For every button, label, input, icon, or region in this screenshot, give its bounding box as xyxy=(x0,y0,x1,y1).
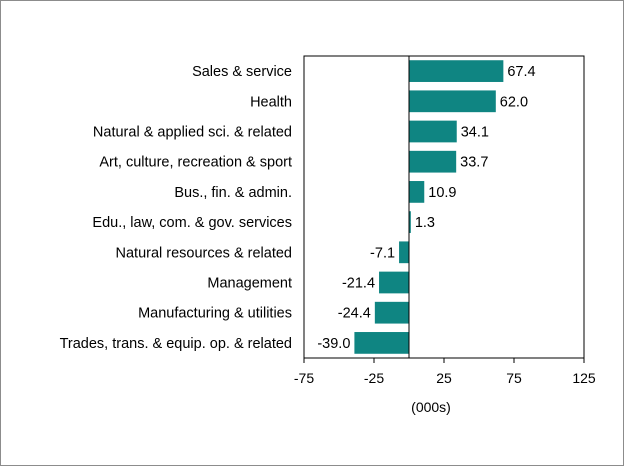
value-label-0: 67.4 xyxy=(507,64,535,80)
bar-2 xyxy=(409,120,457,143)
category-label-6: Natural resources & related xyxy=(116,245,293,261)
bar-0 xyxy=(409,60,504,82)
value-labels-group: 67.4 62.0 34.1 33.710.9 1.3 -7.1 -21.4 -24.4 -39… xyxy=(317,64,535,352)
category-label-0: Sales & service xyxy=(192,64,292,80)
value-label-2: 34.1 xyxy=(461,125,489,141)
value-label-5: 1.3 xyxy=(415,215,435,231)
category-label-7: Management xyxy=(207,276,292,292)
category-labels-group: Sales & service Health Natural & applied s… xyxy=(60,64,292,352)
x-ticks-group: -75 -25 25 75 125 xyxy=(294,358,596,386)
category-label-5: Edu., law, com. & gov. services xyxy=(92,215,292,231)
x-tick-label-1: -25 xyxy=(364,370,384,386)
value-label-3: 33.7 xyxy=(460,155,488,171)
x-tick-label-2: 25 xyxy=(436,370,452,386)
bar-1 xyxy=(409,90,496,113)
category-label-8: Manufacturing & utilities xyxy=(138,306,292,322)
bar-9 xyxy=(354,332,409,354)
value-label-4: 10.9 xyxy=(428,185,456,201)
bar-6 xyxy=(399,241,409,264)
value-label-1: 62.0 xyxy=(500,94,528,110)
x-tick-label-4: 125 xyxy=(572,370,596,386)
bar-7 xyxy=(379,271,409,294)
bar-4 xyxy=(409,181,425,203)
bars-group xyxy=(354,60,504,354)
category-label-1: Health xyxy=(250,94,292,110)
x-tick-label-3: 75 xyxy=(506,370,522,386)
value-label-6: -7.1 xyxy=(370,245,395,261)
bar-3 xyxy=(409,150,457,173)
category-label-9: Trades, trans. & equip. op. & related xyxy=(60,336,292,352)
x-axis-title: (000s) xyxy=(411,399,451,415)
value-label-8: -24.4 xyxy=(338,306,371,322)
x-tick-label-0: -75 xyxy=(294,370,314,386)
bar-5 xyxy=(409,211,411,233)
value-label-7: -21.4 xyxy=(342,276,375,292)
bar-8 xyxy=(374,301,409,324)
value-label-9: -39.0 xyxy=(317,336,350,352)
category-label-3: Art, culture, recreation & sport xyxy=(99,155,292,171)
category-label-2: Natural & applied sci. & related xyxy=(93,125,292,141)
category-label-4: Bus., fin. & admin. xyxy=(174,185,292,201)
